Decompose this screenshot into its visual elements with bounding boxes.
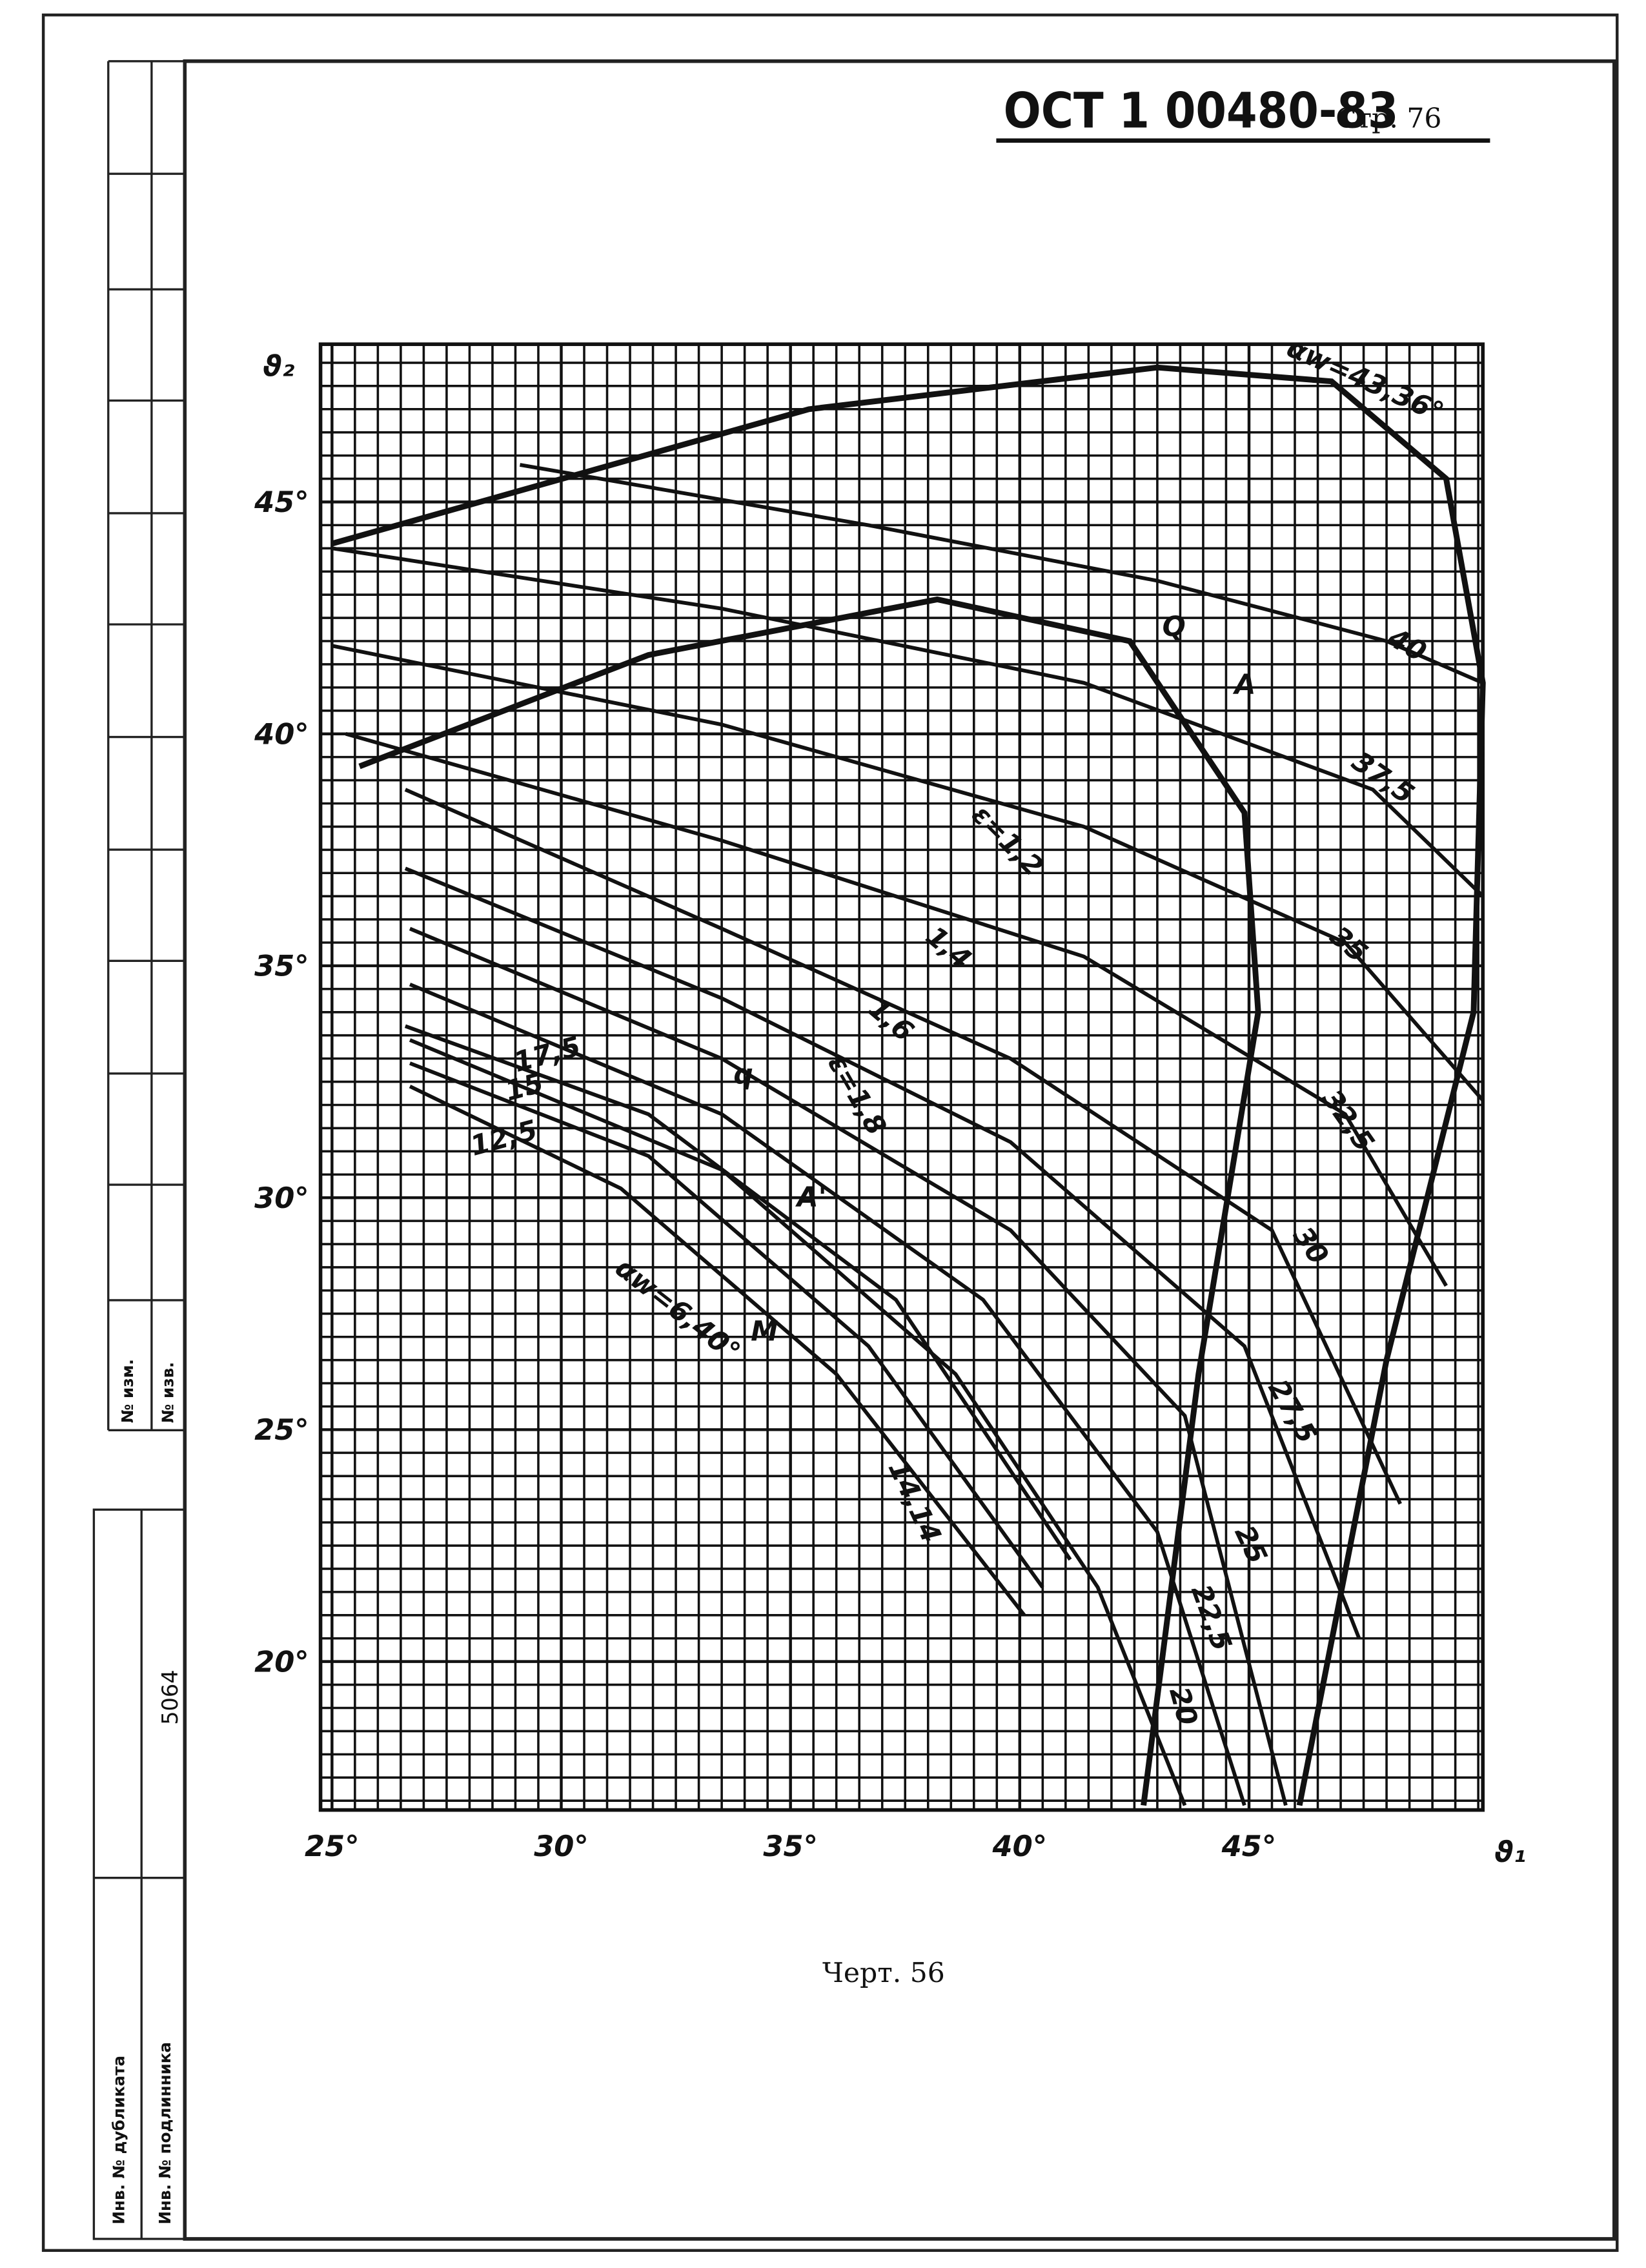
x-tick-label: 35° xyxy=(763,1829,818,1863)
annotation: A xyxy=(1233,669,1256,701)
y-tick-label: 20° xyxy=(254,1644,309,1679)
x-tick-label: 25° xyxy=(305,1829,360,1863)
y-axis-label: ϑ₂ xyxy=(263,349,295,383)
x-tick-label: 30° xyxy=(534,1829,589,1863)
y-tick-label: 25° xyxy=(254,1413,309,1447)
curve xyxy=(404,1024,1072,1561)
curve xyxy=(409,1038,1187,1806)
x-axis-label: ϑ₁ xyxy=(1494,1835,1526,1869)
x-tick-label: 45° xyxy=(1221,1829,1277,1863)
y-tick-label: 40° xyxy=(254,717,309,751)
x-tick-label: 40° xyxy=(992,1829,1048,1863)
annotation: M xyxy=(751,1316,778,1348)
outer-frame xyxy=(41,13,1619,2253)
curve xyxy=(409,1061,1044,1589)
annotation: q xyxy=(733,1059,753,1090)
page-number: Стр. 76 xyxy=(1336,103,1441,135)
curve xyxy=(404,788,1402,1505)
inventory-label: Инв. № подлинника xyxy=(156,2042,174,2225)
stamp-number: 5064 xyxy=(157,1670,183,1724)
curve xyxy=(331,364,1486,1806)
change-label: № изм. xyxy=(118,1359,137,1423)
document-code: ОСТ 1 00480-83 xyxy=(1004,82,1399,139)
curve xyxy=(519,463,1484,685)
curve xyxy=(345,731,1448,1287)
curve xyxy=(409,983,1246,1806)
y-tick-label: 30° xyxy=(254,1181,309,1215)
plot-frame xyxy=(318,342,1485,1812)
change-label: № изв. xyxy=(158,1362,177,1424)
figure-caption: Черт. 56 xyxy=(822,1957,945,1989)
curve xyxy=(409,926,1288,1806)
curve xyxy=(404,866,1361,1639)
inventory-label: Инв. № дубликата xyxy=(109,2056,128,2225)
annotation: Q xyxy=(1163,611,1186,643)
annotation: A' xyxy=(795,1182,827,1214)
y-tick-label: 35° xyxy=(254,949,309,983)
side-block xyxy=(92,60,186,2240)
y-tick-label: 45° xyxy=(254,485,309,519)
inner-frame xyxy=(183,59,1616,2241)
curve xyxy=(409,1085,1026,1617)
curve xyxy=(331,644,1485,1102)
curve xyxy=(331,546,1485,898)
